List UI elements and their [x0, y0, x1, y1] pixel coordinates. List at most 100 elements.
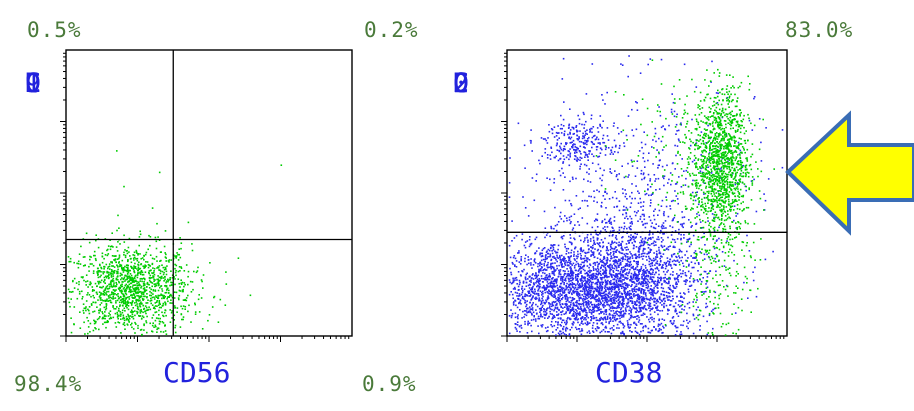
data-point — [536, 305, 539, 308]
data-point — [178, 294, 181, 297]
data-point — [568, 164, 571, 167]
data-point — [510, 291, 512, 293]
data-point — [573, 251, 575, 253]
data-point — [606, 247, 608, 250]
data-point — [589, 289, 591, 292]
data-point — [655, 250, 658, 253]
data-point — [663, 297, 666, 300]
data-point — [552, 262, 554, 265]
data-point — [601, 261, 604, 264]
data-point — [597, 138, 600, 141]
data-point — [544, 287, 546, 289]
data-point — [141, 271, 144, 274]
data-point — [643, 289, 646, 291]
data-point — [529, 306, 531, 308]
data-point — [158, 171, 161, 174]
data-point — [524, 313, 526, 316]
data-point — [558, 269, 560, 272]
data-point — [632, 305, 635, 307]
data-point — [138, 268, 140, 270]
data-point — [614, 302, 616, 304]
data-point — [596, 286, 599, 289]
data-point — [540, 313, 542, 315]
data-point — [118, 265, 121, 268]
data-point — [687, 291, 690, 293]
data-point — [167, 287, 169, 290]
data-point — [198, 294, 200, 296]
data-point — [150, 277, 153, 279]
data-point — [678, 261, 680, 263]
data-point — [610, 299, 612, 301]
data-point — [552, 317, 554, 319]
data-point — [611, 266, 613, 268]
data-point — [666, 271, 668, 273]
data-point — [660, 205, 663, 207]
data-point — [570, 292, 573, 295]
data-point — [618, 258, 620, 261]
data-point — [562, 155, 565, 157]
data-point — [165, 253, 167, 256]
data-point — [119, 289, 121, 292]
data-point — [566, 318, 569, 320]
data-point — [672, 305, 675, 308]
data-point — [561, 276, 563, 278]
data-point — [154, 236, 157, 239]
data-point — [675, 277, 678, 280]
data-point — [622, 249, 624, 251]
data-point — [137, 266, 140, 268]
data-point — [115, 302, 117, 304]
data-point — [583, 310, 586, 312]
data-point — [534, 318, 537, 320]
data-point — [697, 280, 699, 283]
data-point — [613, 312, 615, 315]
data-point — [638, 307, 641, 309]
data-point — [690, 226, 692, 228]
data-point — [638, 333, 641, 336]
data-point — [135, 288, 138, 290]
data-point — [630, 263, 632, 266]
data-point — [621, 279, 624, 281]
data-point — [100, 292, 102, 294]
data-point — [645, 284, 647, 286]
data-point — [547, 292, 549, 294]
data-point — [597, 163, 600, 166]
data-point — [657, 300, 659, 303]
data-point — [623, 290, 626, 293]
data-point — [563, 292, 566, 294]
data-point — [144, 271, 147, 273]
data-point — [555, 304, 557, 306]
data-point — [167, 279, 170, 282]
data-point — [558, 297, 561, 300]
data-point — [656, 305, 659, 308]
data-point — [636, 331, 638, 334]
data-point — [654, 264, 656, 266]
data-point — [109, 283, 111, 285]
data-point — [118, 301, 121, 304]
data-point — [630, 310, 632, 313]
data-point — [136, 287, 138, 289]
data-point — [572, 144, 574, 146]
data-point — [608, 296, 610, 299]
data-point — [527, 322, 529, 325]
data-point — [665, 227, 667, 229]
data-point — [585, 281, 587, 284]
data-point — [574, 143, 576, 146]
data-point — [174, 278, 176, 280]
data-point — [540, 314, 542, 317]
data-point — [627, 256, 629, 258]
data-point — [129, 278, 132, 281]
data-point — [608, 321, 610, 323]
data-point — [140, 270, 143, 273]
data-point — [137, 300, 140, 302]
data-point — [617, 269, 619, 272]
data-point — [633, 244, 635, 247]
data-point — [182, 318, 184, 321]
data-point — [680, 324, 682, 326]
data-point — [91, 263, 93, 265]
data-point — [597, 327, 599, 330]
data-point — [618, 277, 621, 280]
data-point — [552, 304, 554, 307]
data-point — [580, 257, 582, 259]
data-point — [142, 277, 145, 280]
data-point — [646, 316, 648, 318]
